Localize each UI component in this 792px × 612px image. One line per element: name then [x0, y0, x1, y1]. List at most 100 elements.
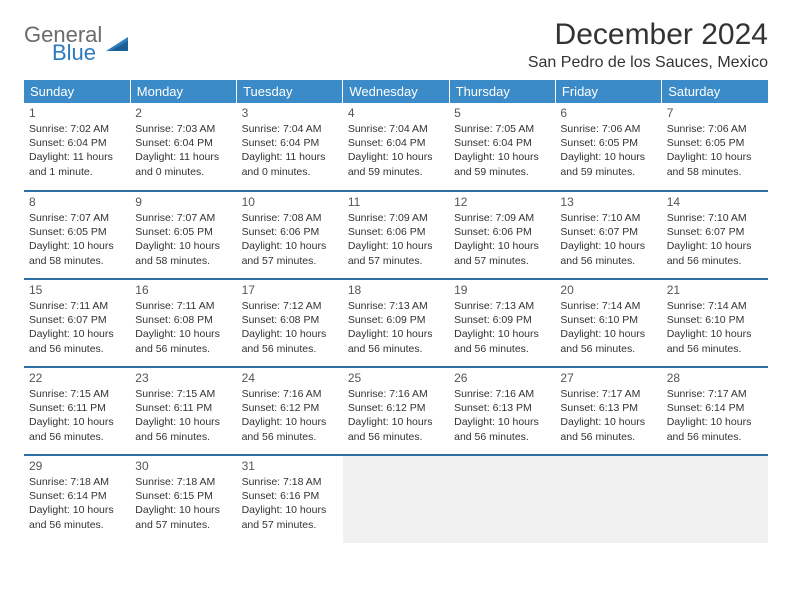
sunrise-text: Sunrise: 7:08 AM: [242, 211, 338, 225]
calendar-cell: 30Sunrise: 7:18 AMSunset: 6:15 PMDayligh…: [130, 455, 236, 543]
day-number: 31: [242, 459, 338, 473]
calendar-body: 1Sunrise: 7:02 AMSunset: 6:04 PMDaylight…: [24, 103, 768, 543]
weekday-header-row: Sunday Monday Tuesday Wednesday Thursday…: [24, 80, 768, 103]
weekday-header: Monday: [130, 80, 236, 103]
day-number: 9: [135, 195, 231, 209]
day-number: 16: [135, 283, 231, 297]
brand-triangle-icon: [106, 35, 132, 55]
sunrise-text: Sunrise: 7:18 AM: [242, 475, 338, 489]
calendar-cell: 17Sunrise: 7:12 AMSunset: 6:08 PMDayligh…: [237, 279, 343, 367]
sunset-text: Sunset: 6:10 PM: [667, 313, 763, 327]
sunset-text: Sunset: 6:14 PM: [667, 401, 763, 415]
brand-logo: General Blue: [24, 24, 132, 64]
sunrise-text: Sunrise: 7:04 AM: [242, 122, 338, 136]
daylight-text: Daylight: 10 hours and 56 minutes.: [242, 415, 338, 443]
calendar-cell: 6Sunrise: 7:06 AMSunset: 6:05 PMDaylight…: [555, 103, 661, 191]
sunrise-text: Sunrise: 7:13 AM: [454, 299, 550, 313]
day-number: 6: [560, 106, 656, 120]
calendar-cell: 26Sunrise: 7:16 AMSunset: 6:13 PMDayligh…: [449, 367, 555, 455]
daylight-text: Daylight: 10 hours and 59 minutes.: [560, 150, 656, 178]
sunrise-text: Sunrise: 7:12 AM: [242, 299, 338, 313]
calendar-cell: 10Sunrise: 7:08 AMSunset: 6:06 PMDayligh…: [237, 191, 343, 279]
calendar-row: 8Sunrise: 7:07 AMSunset: 6:05 PMDaylight…: [24, 191, 768, 279]
sunrise-text: Sunrise: 7:17 AM: [560, 387, 656, 401]
calendar-cell: 20Sunrise: 7:14 AMSunset: 6:10 PMDayligh…: [555, 279, 661, 367]
calendar-cell: 22Sunrise: 7:15 AMSunset: 6:11 PMDayligh…: [24, 367, 130, 455]
calendar-cell: 19Sunrise: 7:13 AMSunset: 6:09 PMDayligh…: [449, 279, 555, 367]
sunrise-text: Sunrise: 7:09 AM: [454, 211, 550, 225]
sunrise-text: Sunrise: 7:16 AM: [348, 387, 444, 401]
sunset-text: Sunset: 6:04 PM: [348, 136, 444, 150]
calendar-row: 15Sunrise: 7:11 AMSunset: 6:07 PMDayligh…: [24, 279, 768, 367]
sunrise-text: Sunrise: 7:15 AM: [29, 387, 125, 401]
title-block: December 2024 San Pedro de los Sauces, M…: [528, 18, 768, 72]
sunset-text: Sunset: 6:11 PM: [135, 401, 231, 415]
calendar-cell: 2Sunrise: 7:03 AMSunset: 6:04 PMDaylight…: [130, 103, 236, 191]
sunrise-text: Sunrise: 7:14 AM: [667, 299, 763, 313]
day-number: 1: [29, 106, 125, 120]
sunrise-text: Sunrise: 7:06 AM: [560, 122, 656, 136]
day-number: 30: [135, 459, 231, 473]
sunset-text: Sunset: 6:13 PM: [560, 401, 656, 415]
calendar-cell: 29Sunrise: 7:18 AMSunset: 6:14 PMDayligh…: [24, 455, 130, 543]
day-number: 2: [135, 106, 231, 120]
daylight-text: Daylight: 10 hours and 56 minutes.: [667, 327, 763, 355]
sunrise-text: Sunrise: 7:16 AM: [242, 387, 338, 401]
calendar-cell: 27 Sunrise: 7:17 AMSunset: 6:13 PMDayligh…: [555, 367, 661, 455]
calendar-cell: 23Sunrise: 7:15 AMSunset: 6:11 PMDayligh…: [130, 367, 236, 455]
calendar-cell: 15Sunrise: 7:11 AMSunset: 6:07 PMDayligh…: [24, 279, 130, 367]
sunset-text: Sunset: 6:05 PM: [29, 225, 125, 239]
sunrise-text: Sunrise: 7:07 AM: [135, 211, 231, 225]
calendar-cell: 18Sunrise: 7:13 AMSunset: 6:09 PMDayligh…: [343, 279, 449, 367]
sunset-text: Sunset: 6:05 PM: [135, 225, 231, 239]
calendar-cell: [343, 455, 449, 543]
daylight-text: Daylight: 10 hours and 56 minutes.: [560, 415, 656, 443]
sunset-text: Sunset: 6:08 PM: [135, 313, 231, 327]
sunrise-text: Sunrise: 7:03 AM: [135, 122, 231, 136]
calendar-cell: 3Sunrise: 7:04 AMSunset: 6:04 PMDaylight…: [237, 103, 343, 191]
sunset-text: Sunset: 6:13 PM: [454, 401, 550, 415]
calendar-cell: 24Sunrise: 7:16 AMSunset: 6:12 PMDayligh…: [237, 367, 343, 455]
daylight-text: Daylight: 10 hours and 57 minutes.: [135, 503, 231, 531]
calendar-cell: 1Sunrise: 7:02 AMSunset: 6:04 PMDaylight…: [24, 103, 130, 191]
sunset-text: Sunset: 6:08 PM: [242, 313, 338, 327]
sunset-text: Sunset: 6:07 PM: [29, 313, 125, 327]
sunrise-text: Sunrise: 7:11 AM: [135, 299, 231, 313]
weekday-header: Tuesday: [237, 80, 343, 103]
day-number: 26: [454, 371, 550, 385]
sunrise-text: Sunrise: 7:05 AM: [454, 122, 550, 136]
sunset-text: Sunset: 6:09 PM: [348, 313, 444, 327]
daylight-text: Daylight: 10 hours and 59 minutes.: [348, 150, 444, 178]
sunset-text: Sunset: 6:04 PM: [454, 136, 550, 150]
header: General Blue December 2024 San Pedro de …: [24, 18, 768, 72]
calendar-cell: 4Sunrise: 7:04 AMSunset: 6:04 PMDaylight…: [343, 103, 449, 191]
sunrise-text: Sunrise: 7:07 AM: [29, 211, 125, 225]
sunset-text: Sunset: 6:14 PM: [29, 489, 125, 503]
calendar-cell: 21Sunrise: 7:14 AMSunset: 6:10 PMDayligh…: [662, 279, 768, 367]
sunrise-text: Sunrise: 7:06 AM: [667, 122, 763, 136]
day-number: 18: [348, 283, 444, 297]
daylight-text: Daylight: 10 hours and 56 minutes.: [242, 327, 338, 355]
calendar-cell: 31Sunrise: 7:18 AMSunset: 6:16 PMDayligh…: [237, 455, 343, 543]
day-number: 22: [29, 371, 125, 385]
sunset-text: Sunset: 6:06 PM: [348, 225, 444, 239]
daylight-text: Daylight: 10 hours and 56 minutes.: [454, 327, 550, 355]
day-number: 27: [560, 371, 656, 385]
daylight-text: Daylight: 10 hours and 57 minutes.: [242, 503, 338, 531]
daylight-text: Daylight: 10 hours and 56 minutes.: [560, 327, 656, 355]
calendar-cell: 12Sunrise: 7:09 AMSunset: 6:06 PMDayligh…: [449, 191, 555, 279]
sunset-text: Sunset: 6:06 PM: [454, 225, 550, 239]
daylight-text: Daylight: 10 hours and 59 minutes.: [454, 150, 550, 178]
calendar-cell: 25Sunrise: 7:16 AMSunset: 6:12 PMDayligh…: [343, 367, 449, 455]
day-number: 8: [29, 195, 125, 209]
sunset-text: Sunset: 6:11 PM: [29, 401, 125, 415]
calendar-row: 29Sunrise: 7:18 AMSunset: 6:14 PMDayligh…: [24, 455, 768, 543]
daylight-text: Daylight: 11 hours and 0 minutes.: [242, 150, 338, 178]
calendar-cell: 28Sunrise: 7:17 AMSunset: 6:14 PMDayligh…: [662, 367, 768, 455]
daylight-text: Daylight: 10 hours and 56 minutes.: [454, 415, 550, 443]
day-number: 24: [242, 371, 338, 385]
weekday-header: Wednesday: [343, 80, 449, 103]
sunset-text: Sunset: 6:07 PM: [560, 225, 656, 239]
calendar-cell: 14Sunrise: 7:10 AMSunset: 6:07 PMDayligh…: [662, 191, 768, 279]
sunrise-text: Sunrise: 7:13 AM: [348, 299, 444, 313]
